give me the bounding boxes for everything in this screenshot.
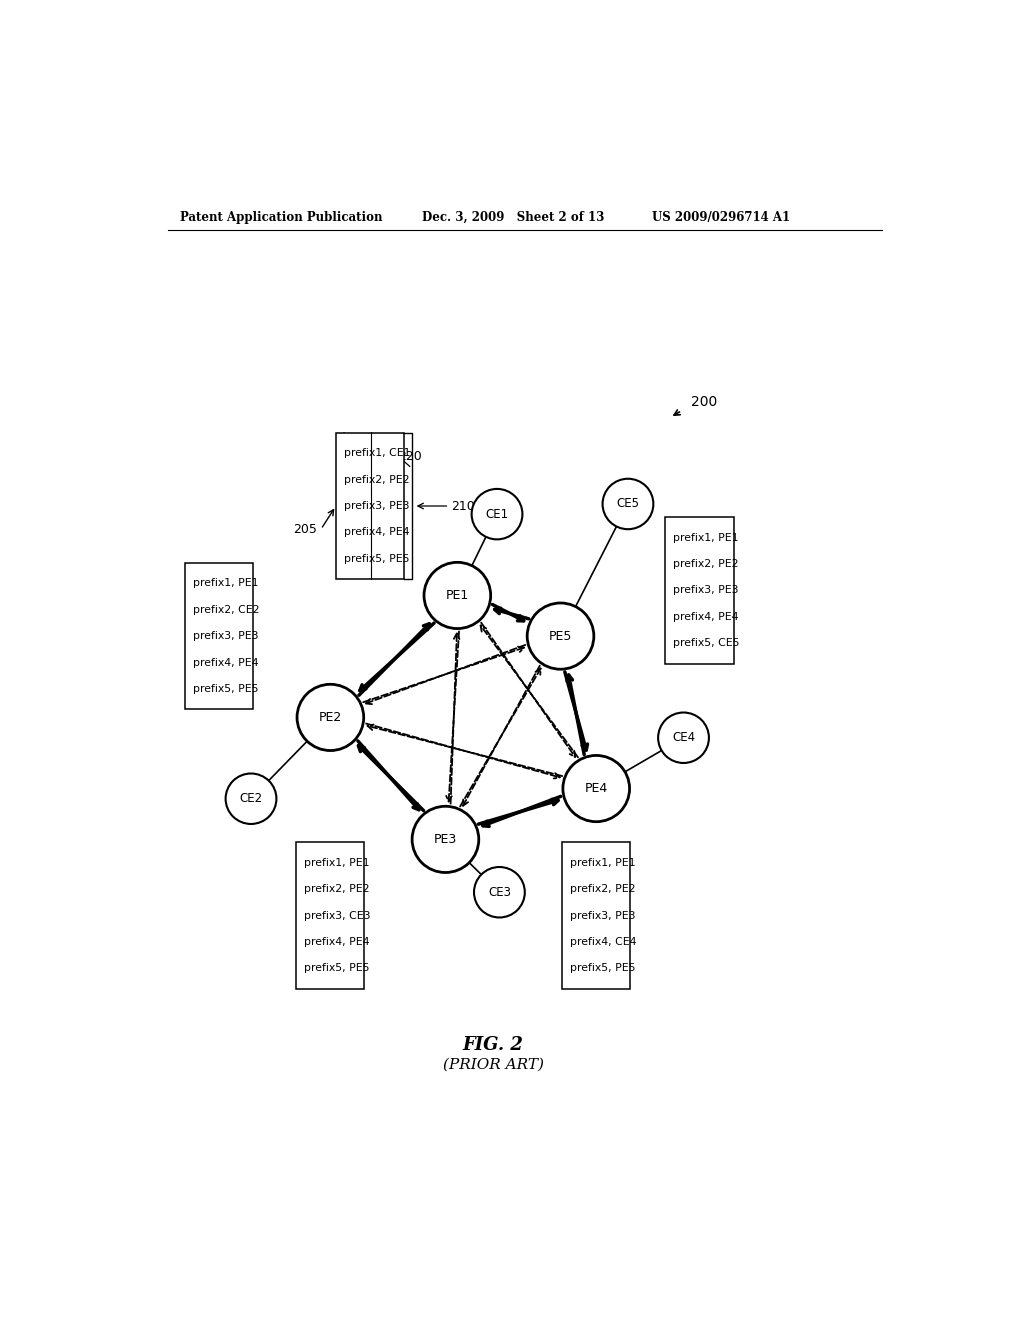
Text: 220: 220 (398, 450, 422, 463)
Text: Patent Application Publication: Patent Application Publication (179, 211, 382, 224)
Text: CE3: CE3 (487, 886, 511, 899)
Ellipse shape (412, 807, 479, 873)
Ellipse shape (602, 479, 653, 529)
Text: prefix4, PE4: prefix4, PE4 (344, 528, 410, 537)
Text: prefix2, PE2: prefix2, PE2 (344, 475, 410, 484)
Text: prefix1, CE1: prefix1, CE1 (344, 449, 411, 458)
Ellipse shape (472, 488, 522, 540)
Text: 210: 210 (451, 499, 475, 512)
Ellipse shape (424, 562, 490, 628)
Text: prefix4, PE4: prefix4, PE4 (304, 937, 370, 946)
Text: prefix2, PE2: prefix2, PE2 (304, 884, 370, 894)
Text: PE5: PE5 (549, 630, 572, 643)
Text: FIG. 2: FIG. 2 (463, 1036, 523, 1053)
FancyBboxPatch shape (336, 433, 404, 579)
Text: PE4: PE4 (585, 781, 608, 795)
Text: prefix5, CE5: prefix5, CE5 (673, 639, 739, 648)
Text: prefix2, CE2: prefix2, CE2 (194, 605, 259, 615)
Text: US 2009/0296714 A1: US 2009/0296714 A1 (652, 211, 790, 224)
FancyBboxPatch shape (562, 842, 631, 989)
FancyBboxPatch shape (296, 842, 365, 989)
Text: prefix3, PE3: prefix3, PE3 (194, 631, 259, 642)
Text: 200: 200 (691, 395, 718, 409)
Text: prefix3, PE3: prefix3, PE3 (344, 502, 410, 511)
Text: prefix5, PE5: prefix5, PE5 (570, 964, 636, 973)
Text: prefix3, CE3: prefix3, CE3 (304, 911, 371, 920)
Text: prefix3, PE3: prefix3, PE3 (673, 585, 738, 595)
Text: prefix1, PE1: prefix1, PE1 (570, 858, 636, 867)
FancyBboxPatch shape (666, 517, 733, 664)
Ellipse shape (658, 713, 709, 763)
Text: 215: 215 (354, 450, 378, 463)
Text: prefix5, PE5: prefix5, PE5 (194, 684, 259, 694)
Text: CE2: CE2 (240, 792, 262, 805)
Text: prefix2, PE2: prefix2, PE2 (673, 558, 738, 569)
Text: prefix1, PE1: prefix1, PE1 (673, 532, 738, 543)
Ellipse shape (563, 755, 630, 821)
Text: prefix1, PE1: prefix1, PE1 (194, 578, 259, 589)
Text: CE1: CE1 (485, 508, 509, 520)
Text: (PRIOR ART): (PRIOR ART) (442, 1059, 544, 1072)
Text: prefix2, PE2: prefix2, PE2 (570, 884, 636, 894)
Text: PE3: PE3 (434, 833, 457, 846)
Text: prefix5, PE5: prefix5, PE5 (344, 554, 410, 564)
Text: prefix4, CE4: prefix4, CE4 (570, 937, 637, 946)
Text: CE4: CE4 (672, 731, 695, 744)
Text: Dec. 3, 2009   Sheet 2 of 13: Dec. 3, 2009 Sheet 2 of 13 (422, 211, 604, 224)
Text: CE5: CE5 (616, 498, 639, 511)
Text: prefix1, PE1: prefix1, PE1 (304, 858, 370, 867)
Text: prefix5, PE5: prefix5, PE5 (304, 964, 370, 973)
Text: PE1: PE1 (445, 589, 469, 602)
Text: prefix4, PE4: prefix4, PE4 (194, 657, 259, 668)
FancyBboxPatch shape (185, 562, 253, 709)
Ellipse shape (297, 684, 364, 751)
Text: prefix4, PE4: prefix4, PE4 (673, 611, 738, 622)
Text: prefix3, PE3: prefix3, PE3 (570, 911, 636, 920)
Text: 205: 205 (293, 523, 316, 536)
Ellipse shape (474, 867, 525, 917)
Ellipse shape (225, 774, 276, 824)
Ellipse shape (527, 603, 594, 669)
Text: PE2: PE2 (318, 711, 342, 723)
